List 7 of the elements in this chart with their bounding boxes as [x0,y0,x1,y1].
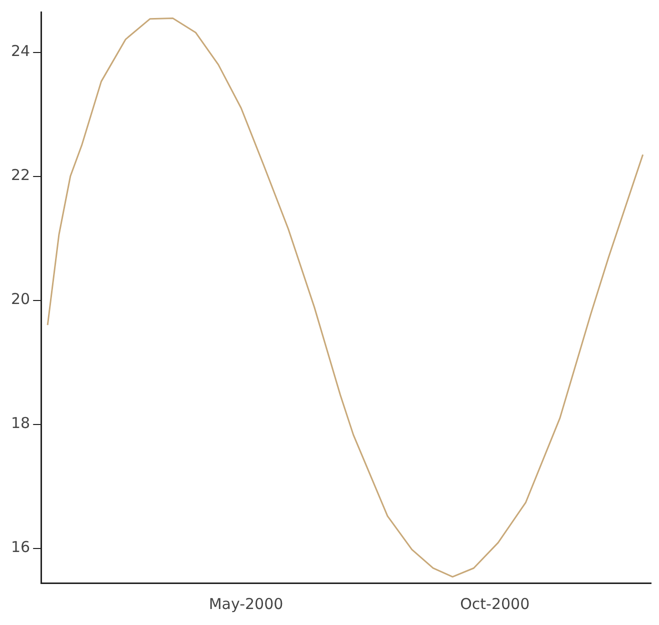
y-tick-label: 22 [10,166,30,184]
x-tick-label: May-2000 [208,594,284,613]
y-tick-label: 20 [10,290,30,308]
y-tick-label: 18 [10,414,30,432]
x-tick-label: Oct-2000 [460,594,530,613]
y-tick-label: 16 [10,538,30,556]
y-tick-label: 24 [10,42,30,60]
